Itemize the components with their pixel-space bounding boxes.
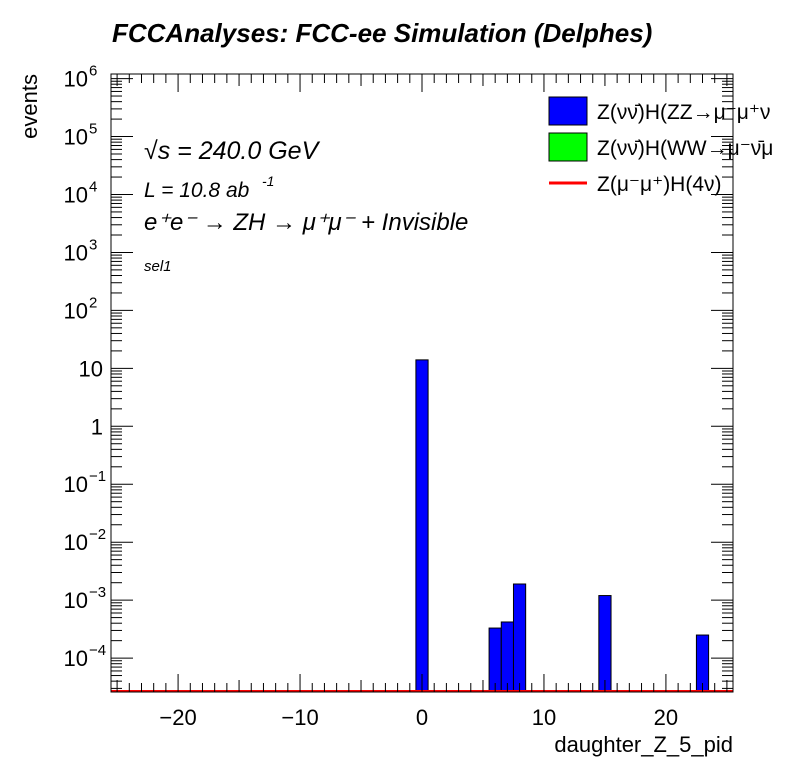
y-tick-exponent: 3	[89, 236, 97, 253]
y-tick-exponent: −2	[89, 526, 106, 543]
y-tick-label: 10	[64, 646, 88, 671]
y-tick-label: 10	[79, 356, 103, 381]
bar-0-0	[415, 359, 429, 693]
x-tick-label: 10	[532, 705, 556, 730]
legend-swatch-1	[548, 132, 588, 162]
x-tick-label: 0	[416, 705, 428, 730]
x-axis-label: daughter_Z_5_pid	[554, 732, 733, 757]
legend-label-1: Z(νν̄)H(WW→μ⁻ν̄μ	[597, 137, 773, 160]
bar-0-4	[598, 595, 612, 693]
legend-label-0: Z(νν̄)H(ZZ→μ⁻μ⁺ν	[597, 101, 771, 124]
y-tick-exponent: 5	[89, 121, 97, 138]
x-tick-label: −10	[281, 705, 318, 730]
y-tick-exponent: 2	[89, 294, 97, 311]
y-tick-exponent: −1	[89, 468, 106, 485]
legend-swatch-0	[548, 96, 588, 126]
legend-label-2: Z(μ⁻μ⁺)H(4ν)	[597, 173, 722, 196]
y-tick-label: 10	[64, 67, 88, 92]
y-tick-exponent: 4	[89, 178, 97, 195]
x-tick-label: 20	[654, 705, 678, 730]
y-tick-label: 10	[64, 125, 88, 150]
annotation-luminosity: L = 10.8 ab	[144, 179, 250, 202]
y-tick-exponent: 6	[89, 63, 97, 80]
annotation-process: e⁺e⁻ → ZH → μ⁺μ⁻ + Invisible	[144, 209, 468, 236]
y-tick-exponent: −3	[89, 584, 106, 601]
y-tick-label: 10	[64, 298, 88, 323]
y-axis-label: events	[17, 74, 42, 139]
bar-0-2	[500, 621, 514, 693]
y-tick-label: 10	[64, 182, 88, 207]
y-tick-label: 10	[64, 588, 88, 613]
x-tick-label: −20	[159, 705, 196, 730]
annotation-sqrt-s: √s = 240.0 GeV	[144, 137, 321, 165]
bar-0-1	[488, 627, 502, 693]
annotation-selection: sel1	[144, 258, 172, 275]
y-tick-label: 10	[64, 472, 88, 497]
annotation-luminosity-exponent: -1	[262, 173, 274, 189]
y-tick-label: 10	[64, 240, 88, 265]
y-tick-label: 1	[91, 414, 103, 439]
y-tick-label: 10	[64, 530, 88, 555]
chart-title: FCCAnalyses: FCC-ee Simulation (Delphes)	[112, 18, 653, 48]
y-tick-exponent: −4	[89, 642, 106, 659]
bar-0-3	[512, 583, 527, 693]
